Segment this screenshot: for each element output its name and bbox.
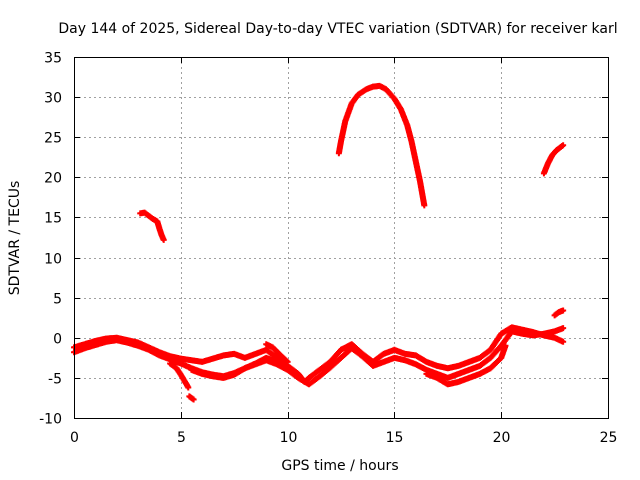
y-tick-label: 15 xyxy=(44,211,62,227)
data-point xyxy=(160,236,167,243)
y-tick-label: 35 xyxy=(44,51,62,67)
x-tick-label: 25 xyxy=(600,430,618,446)
y-tick-label: 5 xyxy=(53,292,62,308)
data-point xyxy=(560,338,567,345)
y-tick-label: 25 xyxy=(44,131,62,147)
series-low-tail xyxy=(167,360,192,391)
data-point xyxy=(560,325,567,332)
data-point xyxy=(273,358,280,365)
x-tick-label: 15 xyxy=(386,430,404,446)
series-pass-6 xyxy=(540,142,567,177)
data-point xyxy=(284,358,291,365)
y-tick-label: 0 xyxy=(53,332,62,348)
x-tick-label: 20 xyxy=(493,430,511,446)
series-pass-5 xyxy=(335,82,428,209)
data-point xyxy=(560,142,567,149)
data-point xyxy=(502,342,509,349)
y-tick-label: -5 xyxy=(48,372,62,388)
series-arc-b xyxy=(188,354,280,381)
x-tick-label: 10 xyxy=(280,430,298,446)
data-point xyxy=(560,307,567,314)
series-baseline-b xyxy=(71,325,567,388)
plot-frame xyxy=(74,57,609,419)
series-pass-4 xyxy=(137,209,167,243)
x-tick-label: 5 xyxy=(177,430,186,446)
series-short-tail xyxy=(186,393,197,403)
x-axis-label: GPS time / hours xyxy=(281,458,398,474)
data-point xyxy=(421,202,428,209)
grid xyxy=(74,57,608,418)
y-tick-label: 20 xyxy=(44,171,62,187)
axis-ticks: 0 5 10 15 20 25 -10 -5 0 5 10 15 20 25 30 35 xyxy=(39,51,617,447)
y-tick-label: -10 xyxy=(39,412,62,428)
chart-title: Day 144 of 2025, Sidereal Day-to-day VTE… xyxy=(58,21,617,37)
y-tick-label: 30 xyxy=(44,91,62,107)
data-point xyxy=(190,396,197,403)
data-points xyxy=(71,82,567,403)
y-axis-label: SDTVAR / TECUs xyxy=(7,181,23,296)
series-arc-c xyxy=(423,342,509,388)
data-point xyxy=(185,384,192,391)
series-pass-3 xyxy=(551,307,567,319)
y-tick-label: 10 xyxy=(44,252,62,268)
series-pass-2 xyxy=(263,341,291,365)
x-tick-label: 0 xyxy=(70,430,79,446)
